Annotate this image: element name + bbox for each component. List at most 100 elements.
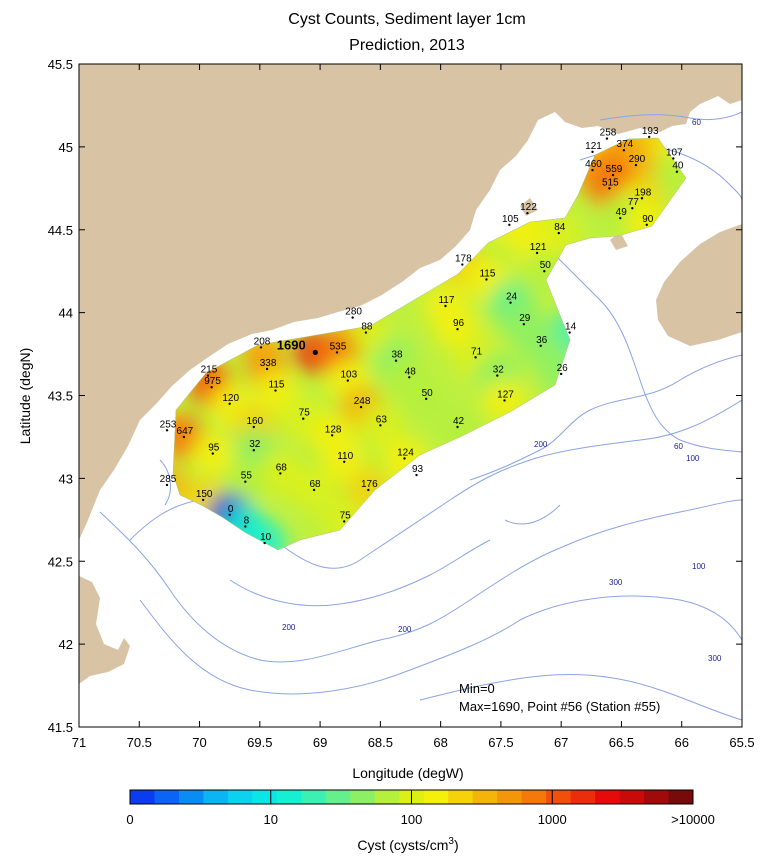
station-marker — [252, 448, 255, 452]
colorbar-swatch — [325, 790, 351, 804]
station-label: 95 — [208, 443, 220, 454]
station-label: 50 — [422, 388, 434, 399]
station-marker — [672, 157, 675, 160]
land-mainland — [79, 64, 742, 540]
colorbar-swatch — [595, 790, 621, 804]
colorbar-swatch — [154, 790, 180, 804]
x-tick-label: 70 — [192, 735, 206, 750]
contour-label: 300 — [609, 578, 623, 587]
station-label: 10 — [260, 532, 272, 543]
station-label: 14 — [565, 322, 577, 333]
colorbar-swatch — [497, 790, 523, 804]
station-label: 68 — [276, 462, 288, 473]
station-marker — [244, 480, 247, 483]
station-label: 71 — [471, 346, 483, 357]
station-label: 110 — [337, 451, 353, 462]
station-marker — [522, 323, 526, 326]
colorbar-swatch — [350, 790, 376, 804]
station-marker — [526, 211, 529, 215]
land-nova-scotia — [656, 224, 742, 346]
station-label: 248 — [354, 396, 371, 407]
station-marker — [211, 452, 215, 455]
contour-labels: 60 60 100 100 200 200 200 300 300 — [282, 118, 722, 663]
station-marker — [496, 374, 499, 377]
colorbar-tick-label: 0 — [126, 812, 133, 827]
station-marker — [634, 163, 638, 167]
station-label: 460 — [585, 159, 602, 170]
colorbar-swatch — [472, 790, 498, 804]
y-tick-label: 45 — [59, 140, 73, 155]
x-tick-label: 66.5 — [609, 735, 634, 750]
x-tick-label: 69.5 — [247, 735, 272, 750]
land-cape-cod — [79, 576, 130, 684]
station-marker — [415, 473, 418, 477]
station-label: 115 — [479, 268, 495, 279]
station-label: 121 — [585, 141, 602, 152]
station-marker — [591, 150, 594, 154]
y-axis-label: Latitude (degN) — [17, 348, 33, 445]
x-tick-label: 66 — [674, 735, 688, 750]
colorbar-swatch — [252, 790, 278, 804]
station-marker — [206, 374, 210, 377]
station-marker — [312, 488, 316, 492]
station-marker — [210, 386, 213, 389]
station-marker — [252, 425, 255, 429]
station-marker — [359, 405, 363, 409]
colorbar-swatch — [130, 790, 155, 804]
station-label: 90 — [642, 214, 654, 225]
station-label: 32 — [493, 365, 505, 376]
station-label: 8 — [244, 515, 250, 526]
station-label: 50 — [540, 260, 552, 271]
station-marker — [605, 137, 609, 140]
station-marker — [485, 278, 488, 281]
y-tick-label: 45.5 — [48, 57, 73, 72]
station-marker — [403, 457, 406, 460]
station-label: 107 — [666, 147, 683, 158]
station-marker — [201, 498, 205, 502]
colorbar-swatch — [276, 790, 302, 804]
min-annotation: Min=0 — [459, 681, 495, 696]
station-label: 36 — [536, 335, 548, 346]
station-marker — [343, 520, 346, 523]
colorbar-swatch — [203, 790, 229, 804]
colorbar-label: Cyst (cysts/cm3) — [357, 836, 458, 853]
station-marker — [165, 483, 169, 487]
contour-label: 200 — [534, 440, 548, 449]
station-label: 117 — [438, 295, 454, 306]
x-axis: 71 70.5 70 69.5 69 68.5 68 67.5 67 66.5 66 65.5 — [72, 64, 755, 750]
station-marker — [631, 207, 634, 210]
station-marker — [559, 372, 563, 376]
station-marker — [474, 356, 477, 359]
station-marker — [182, 435, 186, 439]
station-label: 42 — [453, 416, 465, 427]
colorbar-swatch — [227, 790, 253, 804]
station-marker — [622, 148, 626, 152]
colorbar-swatch — [668, 790, 694, 804]
station-marker — [335, 351, 339, 354]
station-marker — [244, 525, 247, 528]
contour-label: 100 — [686, 454, 700, 463]
station-marker — [302, 417, 305, 420]
station-marker — [263, 541, 266, 545]
station-label: 150 — [196, 489, 213, 500]
station-marker — [367, 488, 370, 492]
station-label: 198 — [635, 187, 652, 198]
station-label: 75 — [299, 408, 311, 419]
station-label: 96 — [453, 318, 465, 329]
colorbar-swatch — [423, 790, 449, 804]
station-label: 515 — [602, 177, 619, 188]
station-label: 55 — [241, 471, 253, 482]
station-label: 120 — [222, 393, 239, 404]
station-label: 49 — [616, 207, 628, 218]
x-tick-label: 67 — [554, 735, 568, 750]
station-label: 258 — [600, 128, 617, 139]
contour-label: 60 — [674, 442, 683, 451]
contour-label: 200 — [398, 625, 412, 634]
colorbar-swatch — [301, 790, 327, 804]
station-marker — [312, 349, 318, 356]
colorbar-ticks: 0 10 100 1000 >10000 — [126, 790, 715, 827]
station-label: 115 — [269, 380, 285, 391]
station-marker — [543, 269, 546, 273]
